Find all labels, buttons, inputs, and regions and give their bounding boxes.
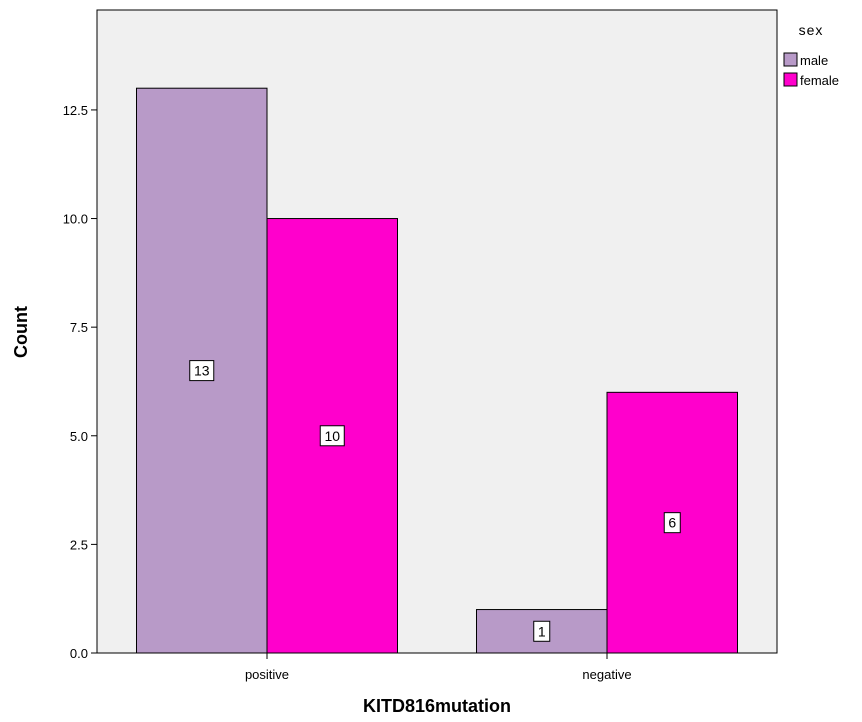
data-label-male-negative: 1 bbox=[538, 623, 546, 639]
y-axis-ticks: 0.0 2.5 5.0 7.5 10.0 12.5 bbox=[63, 103, 97, 661]
y-axis-title: Count bbox=[11, 306, 31, 358]
data-label-female-positive: 10 bbox=[324, 428, 340, 444]
x-axis-ticks: positive negative bbox=[245, 653, 632, 682]
legend-title: sex bbox=[799, 22, 824, 38]
legend-swatch-female bbox=[783, 72, 798, 87]
data-label-female-negative: 6 bbox=[668, 515, 676, 531]
y-tick-label: 2.5 bbox=[70, 537, 88, 552]
y-tick-label: 0.0 bbox=[70, 646, 88, 661]
data-label-box bbox=[319, 425, 345, 447]
y-tick-label: 7.5 bbox=[70, 320, 88, 335]
legend-label-male: male bbox=[800, 53, 828, 68]
data-label-box bbox=[189, 360, 215, 382]
legend-swatch-male bbox=[783, 52, 798, 67]
legend: sex male female bbox=[783, 22, 839, 88]
y-tick-label: 12.5 bbox=[63, 103, 88, 118]
data-label-male-positive: 13 bbox=[194, 363, 210, 379]
x-tick-label-positive: positive bbox=[245, 667, 289, 682]
y-tick-label: 10.0 bbox=[63, 212, 88, 227]
x-tick-label-negative: negative bbox=[582, 667, 631, 682]
y-tick-label: 5.0 bbox=[70, 429, 88, 444]
bar-data-labels: 13 10 1 6 bbox=[189, 360, 681, 642]
legend-label-female: female bbox=[800, 73, 839, 88]
data-label-box bbox=[663, 512, 681, 534]
data-label-box bbox=[533, 620, 551, 642]
legend-items: male female bbox=[783, 52, 839, 88]
x-axis-title: KITD816mutation bbox=[363, 696, 511, 716]
